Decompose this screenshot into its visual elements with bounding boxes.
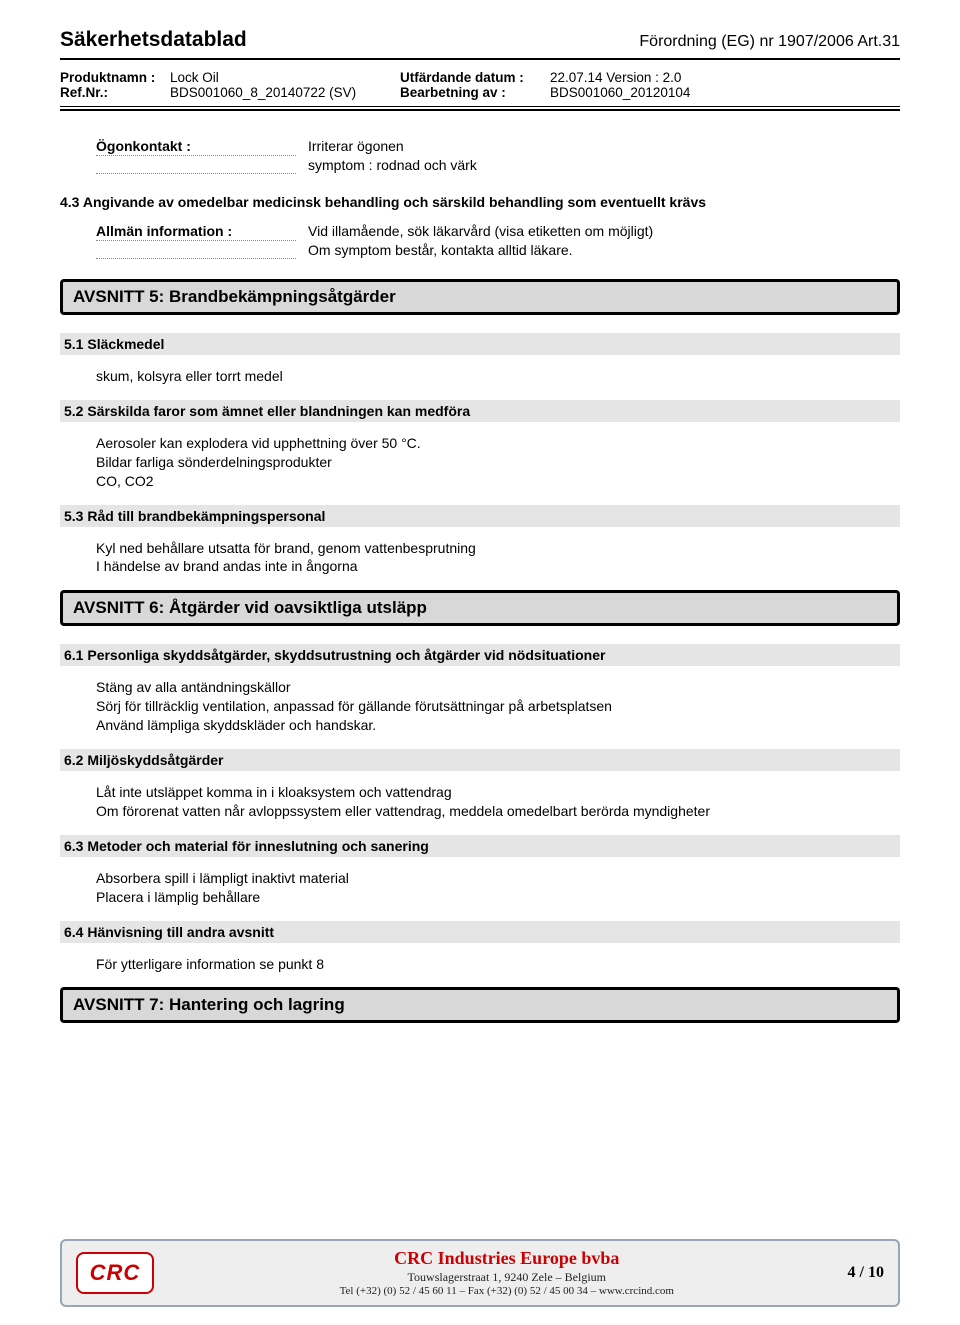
footer: CRC CRC Industries Europe bvba Touwslage… <box>60 1239 900 1307</box>
body-line: Sörj för tillräcklig ventilation, anpass… <box>96 697 890 716</box>
meta-block: Produktnamn : Lock Oil Utfärdande datum … <box>60 70 900 100</box>
eye-contact-label-cont <box>96 156 296 174</box>
body-line: Placera i lämplig behållare <box>96 888 890 907</box>
body-line: Absorbera spill i lämpligt inaktivt mate… <box>96 869 890 888</box>
body-line: Aerosoler kan explodera vid upphettning … <box>96 434 890 453</box>
s5-2-body: Aerosoler kan explodera vid upphettning … <box>96 434 890 491</box>
body-line: I händelse av brand andas inte in ångorn… <box>96 557 890 576</box>
s6-4-heading: 6.4 Hänvisning till andra avsnitt <box>60 921 900 943</box>
ref-nr-value: BDS001060_8_20140722 (SV) <box>170 85 400 100</box>
company-name: CRC Industries Europe bvba <box>166 1247 848 1270</box>
revised-label: Bearbetning av : <box>400 85 550 100</box>
s5-3-body: Kyl ned behållare utsatta för brand, gen… <box>96 539 890 577</box>
company-address: Touwslagerstraat 1, 9240 Zele – Belgium <box>166 1270 848 1285</box>
s5-1-heading: 5.1 Släckmedel <box>60 333 900 355</box>
s6-3-body: Absorbera spill i lämpligt inaktivt mate… <box>96 869 890 907</box>
body-line: Använd lämpliga skyddskläder och handska… <box>96 716 890 735</box>
s5-3-heading: 5.3 Råd till brandbekämpningspersonal <box>60 505 900 527</box>
body-line: Om förorenat vatten når avloppssystem el… <box>96 802 890 821</box>
title-row: Säkerhetsdatablad Förordning (EG) nr 190… <box>60 28 900 52</box>
crc-logo: CRC <box>76 1252 154 1294</box>
eye-contact-table: Ögonkontakt : Irriterar ögonen symptom :… <box>96 137 477 174</box>
product-name-value: Lock Oil <box>170 70 400 85</box>
s5-2-heading: 5.2 Särskilda faror som ämnet eller blan… <box>60 400 900 422</box>
issued-date-value: 22.07.14 Version : 2.0 <box>550 70 681 85</box>
product-name-label: Produktnamn : <box>60 70 170 85</box>
footer-center: CRC Industries Europe bvba Touwslagerstr… <box>166 1247 848 1298</box>
section-6-banner: AVSNITT 6: Åtgärder vid oavsiktliga utsl… <box>60 590 900 626</box>
divider <box>60 58 900 60</box>
company-tel: Tel (+32) (0) 52 / 45 60 11 – Fax (+32) … <box>166 1285 848 1299</box>
page-container: Säkerhetsdatablad Förordning (EG) nr 190… <box>0 0 960 1023</box>
revised-value: BDS001060_20120104 <box>550 85 690 100</box>
general-info-label: Allmän information : <box>96 222 296 241</box>
divider <box>60 109 900 111</box>
s6-2-body: Låt inte utsläppet komma in i kloaksyste… <box>96 783 890 821</box>
s6-1-body: Stäng av alla antändningskällor Sörj för… <box>96 678 890 735</box>
document-title: Säkerhetsdatablad <box>60 28 247 52</box>
s6-3-heading: 6.3 Metoder och material för inneslutnin… <box>60 835 900 857</box>
s5-1-body: skum, kolsyra eller torrt medel <box>96 367 890 386</box>
s4-3-heading: 4.3 Angivande av omedelbar medicinsk beh… <box>60 194 890 210</box>
content-indent: Ögonkontakt : Irriterar ögonen symptom :… <box>96 137 890 259</box>
page-number: 4 / 10 <box>848 1264 884 1282</box>
body-line: Bildar farliga sönderdelningsprodukter <box>96 453 890 472</box>
body-line: CO, CO2 <box>96 472 890 491</box>
body-line: Stäng av alla antändningskällor <box>96 678 890 697</box>
body-line: Kyl ned behållare utsatta för brand, gen… <box>96 539 890 558</box>
s6-4-body: För ytterligare information se punkt 8 <box>96 955 890 974</box>
body-line: För ytterligare information se punkt 8 <box>96 955 890 974</box>
issued-date-label: Utfärdande datum : <box>400 70 550 85</box>
section-7-banner: AVSNITT 7: Hantering och lagring <box>60 987 900 1023</box>
general-info-line2: Om symptom består, kontakta alltid läkar… <box>296 241 653 259</box>
ref-nr-label: Ref.Nr.: <box>60 85 170 100</box>
body-line: Låt inte utsläppet komma in i kloaksyste… <box>96 783 890 802</box>
s5-1-text: skum, kolsyra eller torrt medel <box>96 367 890 386</box>
divider <box>60 106 900 107</box>
s6-1-heading: 6.1 Personliga skyddsåtgärder, skyddsutr… <box>60 644 900 666</box>
general-info-line1: Vid illamående, sök läkarvård (visa etik… <box>296 222 653 241</box>
general-info-label-cont <box>96 241 296 259</box>
eye-contact-label: Ögonkontakt : <box>96 137 296 156</box>
s6-2-heading: 6.2 Miljöskyddsåtgärder <box>60 749 900 771</box>
regulation-text: Förordning (EG) nr 1907/2006 Art.31 <box>639 33 900 51</box>
eye-contact-line2: symptom : rodnad och värk <box>296 156 477 174</box>
section-5-banner: AVSNITT 5: Brandbekämpningsåtgärder <box>60 279 900 315</box>
eye-contact-line1: Irriterar ögonen <box>296 137 477 156</box>
general-info-table: Allmän information : Vid illamående, sök… <box>96 222 653 259</box>
